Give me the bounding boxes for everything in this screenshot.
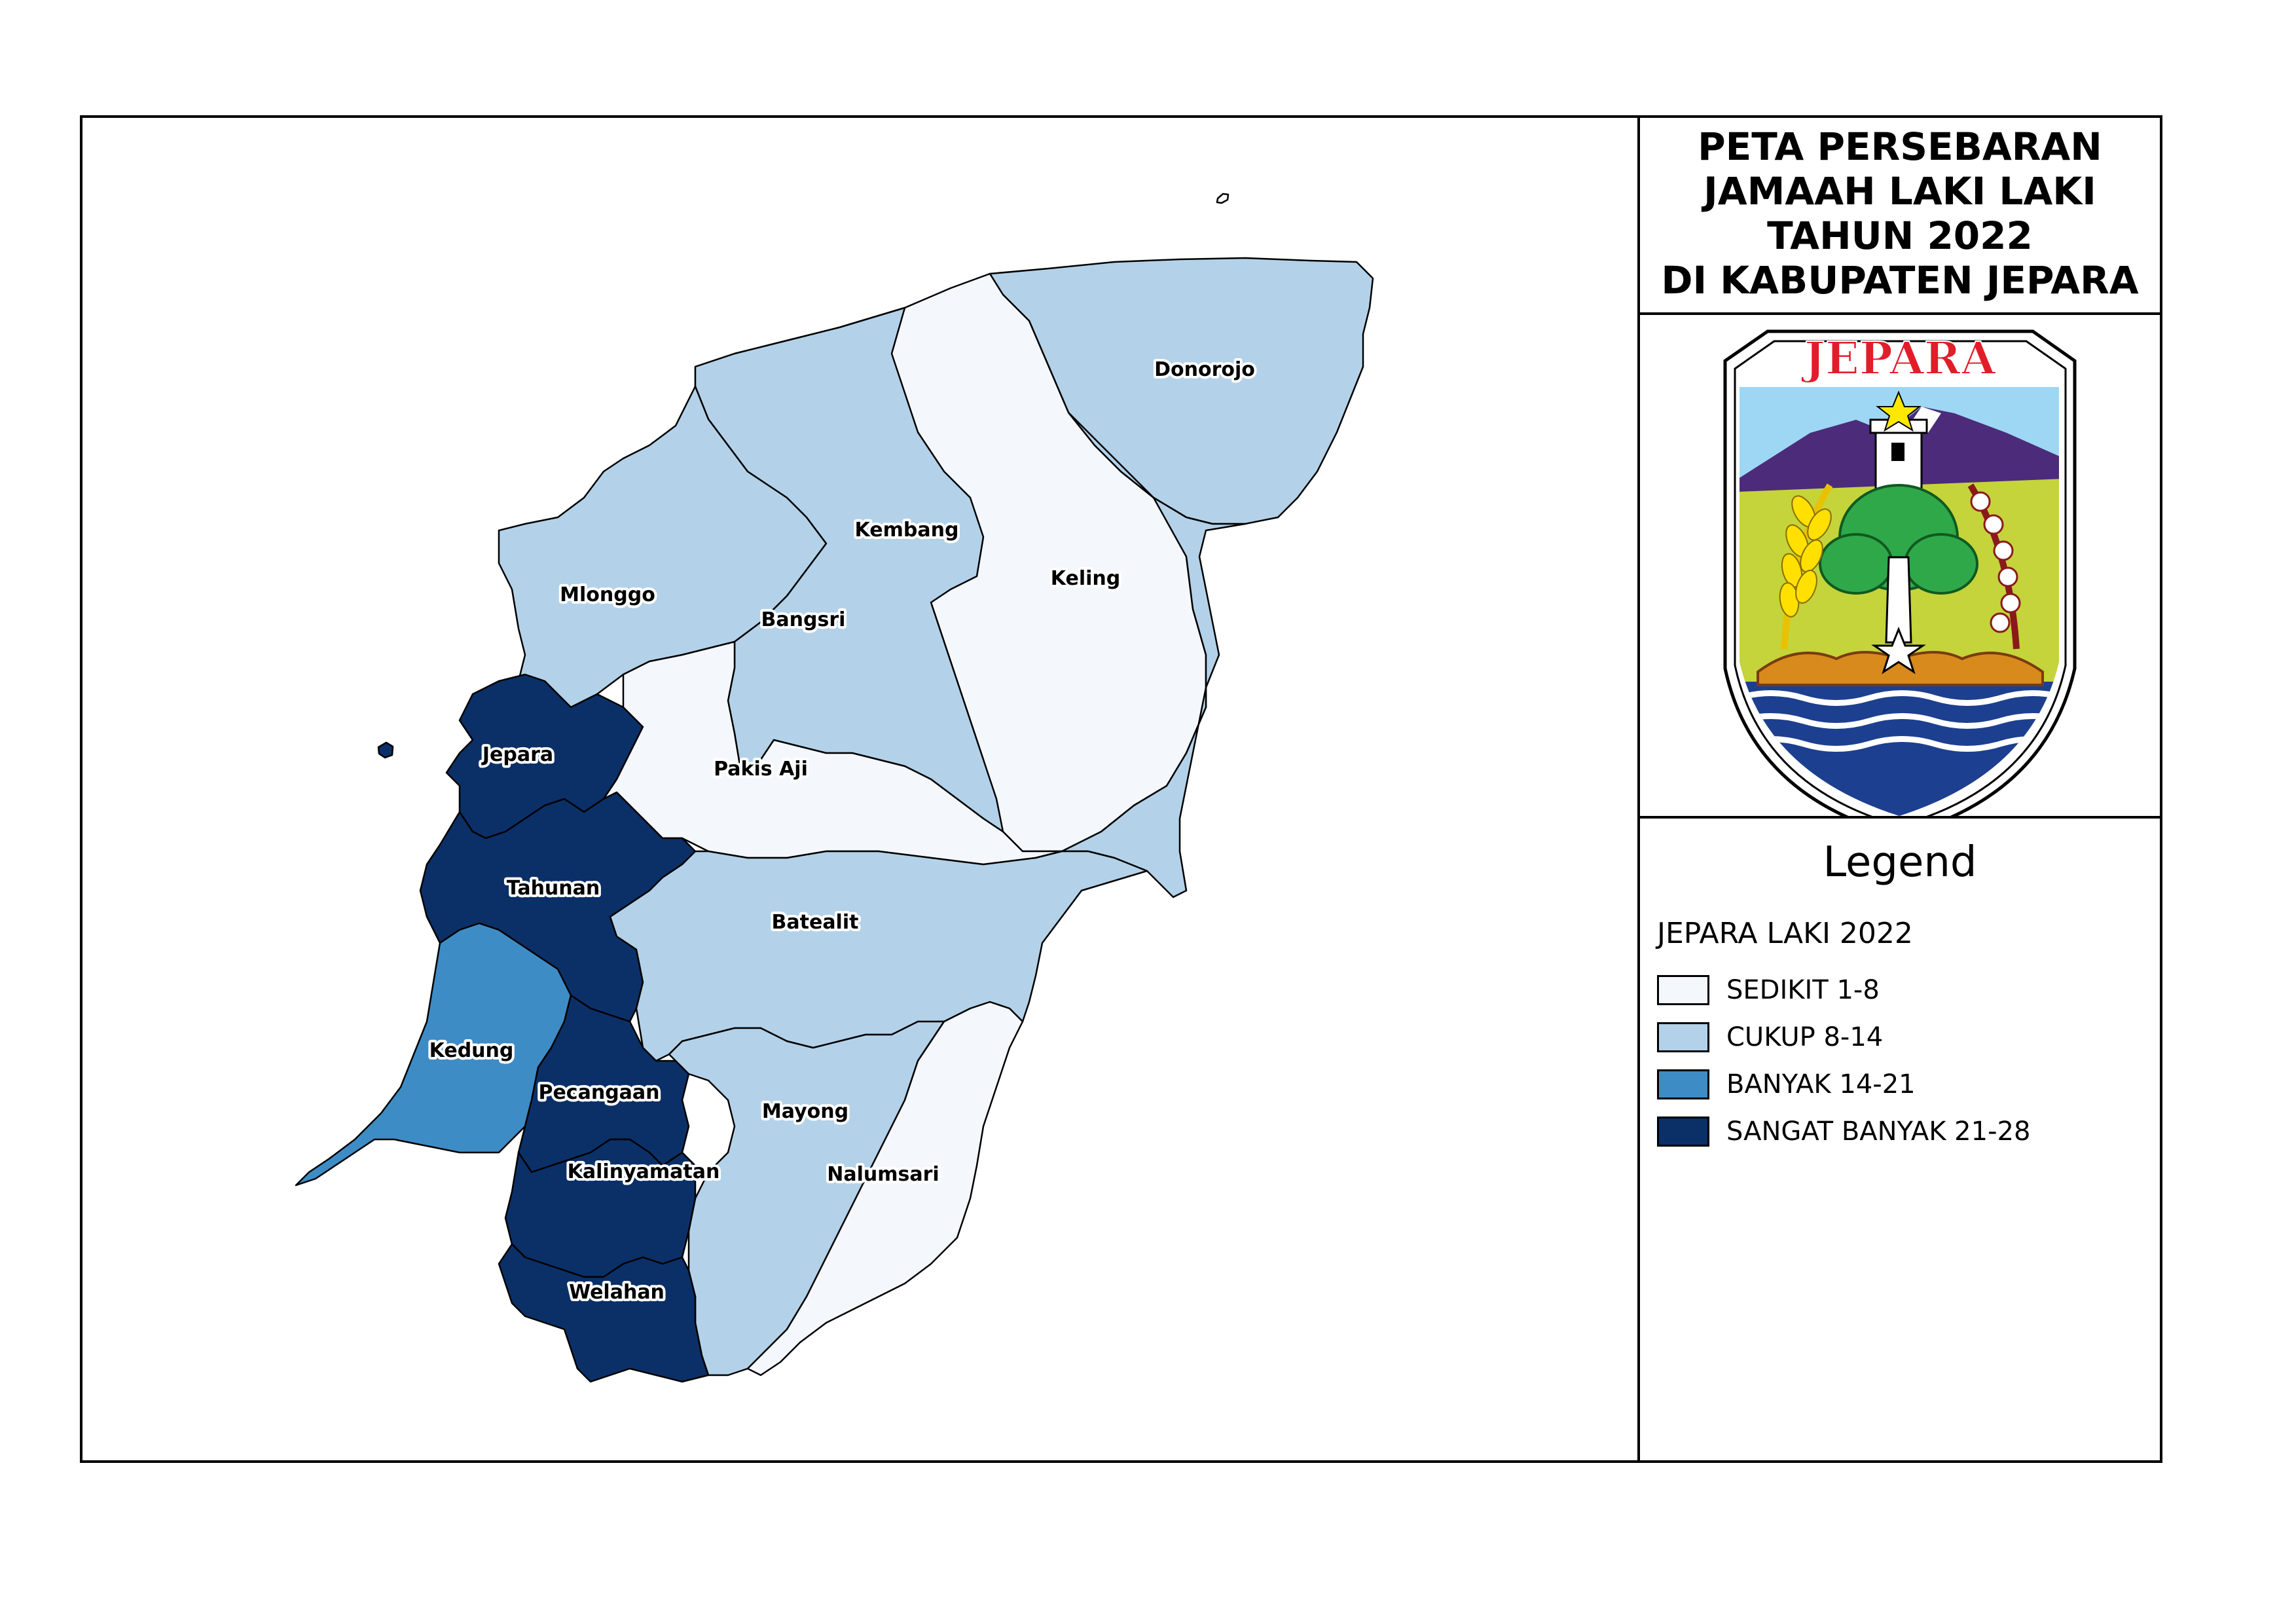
region-nalumsari[interactable] [746,1001,1024,1376]
label-kembang: Kembang [855,519,959,542]
label-jepara: Jepara [481,743,553,766]
legend-swatch [1657,975,1709,1005]
label-tahunan: Tahunan [507,877,600,900]
label-pakis-aji: Pakis Aji [714,758,808,781]
island-north [1216,193,1230,204]
label-bangsri: Bangsri [761,608,846,631]
logo-banner-text: JEPARA [1801,333,1996,385]
map-title-box: PETA PERSEBARAN JAMAAH LAKI LAKI TAHUN 2… [1637,115,2162,315]
label-kalinyamatan: Kalinyamatan [568,1160,720,1183]
legend-item: SANGAT BANYAK 21-28 [1657,1115,2030,1149]
island-west [377,741,394,759]
legend-item: CUKUP 8-14 [1657,1020,1883,1054]
legend-label: CUKUP 8-14 [1726,1022,1884,1052]
legend-heading: Legend [1823,838,1977,887]
map-title: PETA PERSEBARAN JAMAAH LAKI LAKI TAHUN 2… [1640,124,2160,303]
map-canvas: Donorojo Kembang Keling Mlonggo Bangsri … [295,193,1374,1383]
label-welahan: Welahan [569,1281,665,1304]
legend-swatch [1657,1116,1709,1147]
legend-subtitle: JEPARA LAKI 2022 [1657,917,1913,950]
label-pecangaan: Pecangaan [538,1081,659,1104]
region-kedung[interactable] [295,922,572,1187]
legend-label: SANGAT BANYAK 21-28 [1726,1116,2031,1147]
region-batealit[interactable] [609,850,1148,1062]
legend-label: BANYAK 14-21 [1726,1069,1916,1099]
map-panel: Donorojo Kembang Keling Mlonggo Bangsri … [80,115,1641,1463]
map-title-line: DI KABUPATEN JEPARA [1661,258,2139,303]
label-kedung: Kedung [429,1039,514,1062]
map-title-line: TAHUN 2022 [1767,213,2033,258]
label-nalumsari: Nalumsari [827,1163,939,1186]
map-title-line: PETA PERSEBARAN [1698,124,2102,169]
label-mayong: Mayong [762,1100,848,1123]
legend-swatch [1657,1022,1709,1052]
legend-box: Legend JEPARA LAKI 2022 SEDIKIT 1-8 CUKU… [1637,816,2162,1463]
legend-item: BANYAK 14-21 [1657,1067,1916,1101]
legend-label: SEDIKIT 1-8 [1726,975,1880,1005]
map-title-line: JAMAAH LAKI LAKI [1704,169,2096,213]
region-welahan[interactable] [498,1243,710,1383]
logo-box: JEPARA [1637,312,2162,819]
label-donorojo: Donorojo [1154,358,1255,381]
legend-swatch [1657,1069,1709,1099]
label-keling: Keling [1051,567,1120,590]
jepara-coat-of-arms-logo: JEPARA [1723,329,2077,816]
label-mlonggo: Mlonggo [560,583,655,606]
legend-item: SEDIKIT 1-8 [1657,973,1880,1007]
label-batealit: Batealit [772,911,859,934]
region-keling[interactable] [1061,411,1247,898]
